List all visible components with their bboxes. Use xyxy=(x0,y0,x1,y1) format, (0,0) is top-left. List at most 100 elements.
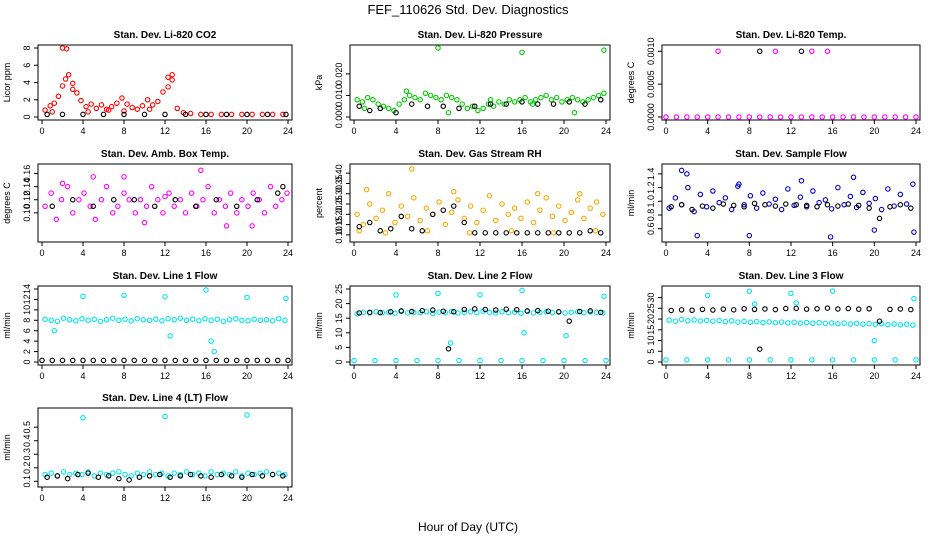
data-point xyxy=(788,114,794,120)
data-point xyxy=(835,321,841,327)
data-point xyxy=(263,469,270,475)
series-black xyxy=(39,357,291,364)
data-point xyxy=(783,305,789,312)
x-tick-label: 4 xyxy=(393,126,398,136)
x-tick-label: 12 xyxy=(475,371,485,381)
data-point xyxy=(282,317,288,324)
data-point xyxy=(200,196,206,203)
data-point xyxy=(267,183,274,190)
data-point xyxy=(913,357,919,363)
data-point xyxy=(427,92,434,99)
data-point xyxy=(76,196,82,203)
data-point xyxy=(385,190,392,197)
data-point xyxy=(356,310,362,316)
data-point xyxy=(741,204,747,210)
data-point xyxy=(424,228,431,234)
data-point xyxy=(908,205,914,211)
series-main xyxy=(42,167,290,229)
y-tick-label: 0 xyxy=(646,359,656,364)
data-point xyxy=(694,114,700,120)
x-tick-label: 8 xyxy=(121,371,126,381)
data-point xyxy=(59,111,66,118)
x-tick-label: 12 xyxy=(786,371,796,381)
data-point xyxy=(360,221,367,228)
data-point xyxy=(87,203,93,210)
x-tick-label: 4 xyxy=(705,248,710,258)
data-point xyxy=(239,111,245,118)
series-black xyxy=(44,111,289,118)
data-point xyxy=(448,209,455,216)
data-point xyxy=(585,97,591,103)
data-point xyxy=(753,205,760,211)
data-point xyxy=(356,103,362,109)
data-point xyxy=(274,190,281,196)
data-point xyxy=(835,203,841,209)
data-point xyxy=(202,315,208,322)
data-point xyxy=(548,97,555,103)
data-point xyxy=(913,114,919,120)
data-point xyxy=(419,228,425,234)
data-point xyxy=(276,470,282,476)
data-point xyxy=(75,471,81,478)
data-point xyxy=(903,201,910,207)
data-point xyxy=(809,114,815,120)
data-point xyxy=(550,101,557,107)
data-point xyxy=(88,101,94,107)
data-point xyxy=(377,105,383,112)
data-point xyxy=(366,219,373,226)
data-point xyxy=(785,320,791,326)
figure-xlabel: Hour of Day (UTC) xyxy=(418,520,518,534)
data-point xyxy=(228,111,235,118)
data-point xyxy=(49,203,55,210)
data-point xyxy=(672,318,679,324)
data-point xyxy=(910,322,916,328)
data-point xyxy=(471,230,478,236)
x-tick-label: 4 xyxy=(80,493,85,503)
data-point xyxy=(51,100,58,106)
y-tick-label: 0.16 xyxy=(22,165,32,183)
data-point xyxy=(485,101,492,107)
data-point xyxy=(171,203,177,210)
data-point xyxy=(259,111,266,118)
data-point xyxy=(793,201,799,208)
data-point xyxy=(356,223,362,230)
data-point xyxy=(111,196,117,203)
data-point xyxy=(555,203,562,209)
y-tick-label: 0.3 xyxy=(22,448,32,461)
data-point xyxy=(70,210,76,216)
data-point xyxy=(576,190,583,197)
data-point xyxy=(704,292,711,299)
data-point xyxy=(429,307,436,313)
data-point xyxy=(461,306,467,313)
data-point xyxy=(545,230,551,236)
data-point xyxy=(798,114,805,120)
x-tick-label: 24 xyxy=(283,493,293,503)
y-axis-label: percent xyxy=(314,187,324,218)
data-point xyxy=(213,196,220,203)
data-point xyxy=(128,473,134,479)
data-point xyxy=(131,357,138,364)
data-point xyxy=(582,101,588,107)
y-tick-label: 0 xyxy=(334,359,344,364)
panel-title: Stan. Dev. Line 1 Flow xyxy=(113,271,218,282)
data-point xyxy=(218,111,225,118)
y-tick-label: 0.30 xyxy=(334,185,344,203)
panel-10: Stan. Dev. Line 4 (LT) Flow ml/min 0 4 8 12 16… xyxy=(2,393,293,503)
data-point xyxy=(902,114,909,120)
x-tick-label: 24 xyxy=(601,126,611,136)
data-point xyxy=(746,357,753,363)
data-point xyxy=(80,357,86,364)
data-point xyxy=(211,210,217,216)
data-point xyxy=(70,80,76,87)
data-point xyxy=(160,89,166,95)
data-point xyxy=(720,306,727,312)
data-point xyxy=(486,309,493,316)
data-point xyxy=(746,114,753,120)
series-main xyxy=(351,287,609,364)
data-point xyxy=(778,206,785,213)
y-tick-label: 0.0010 xyxy=(646,38,656,66)
data-point xyxy=(897,322,904,328)
y-axis-label: degrees C xyxy=(2,182,12,224)
x-tick-label: 0 xyxy=(663,371,668,381)
data-point xyxy=(519,357,525,364)
